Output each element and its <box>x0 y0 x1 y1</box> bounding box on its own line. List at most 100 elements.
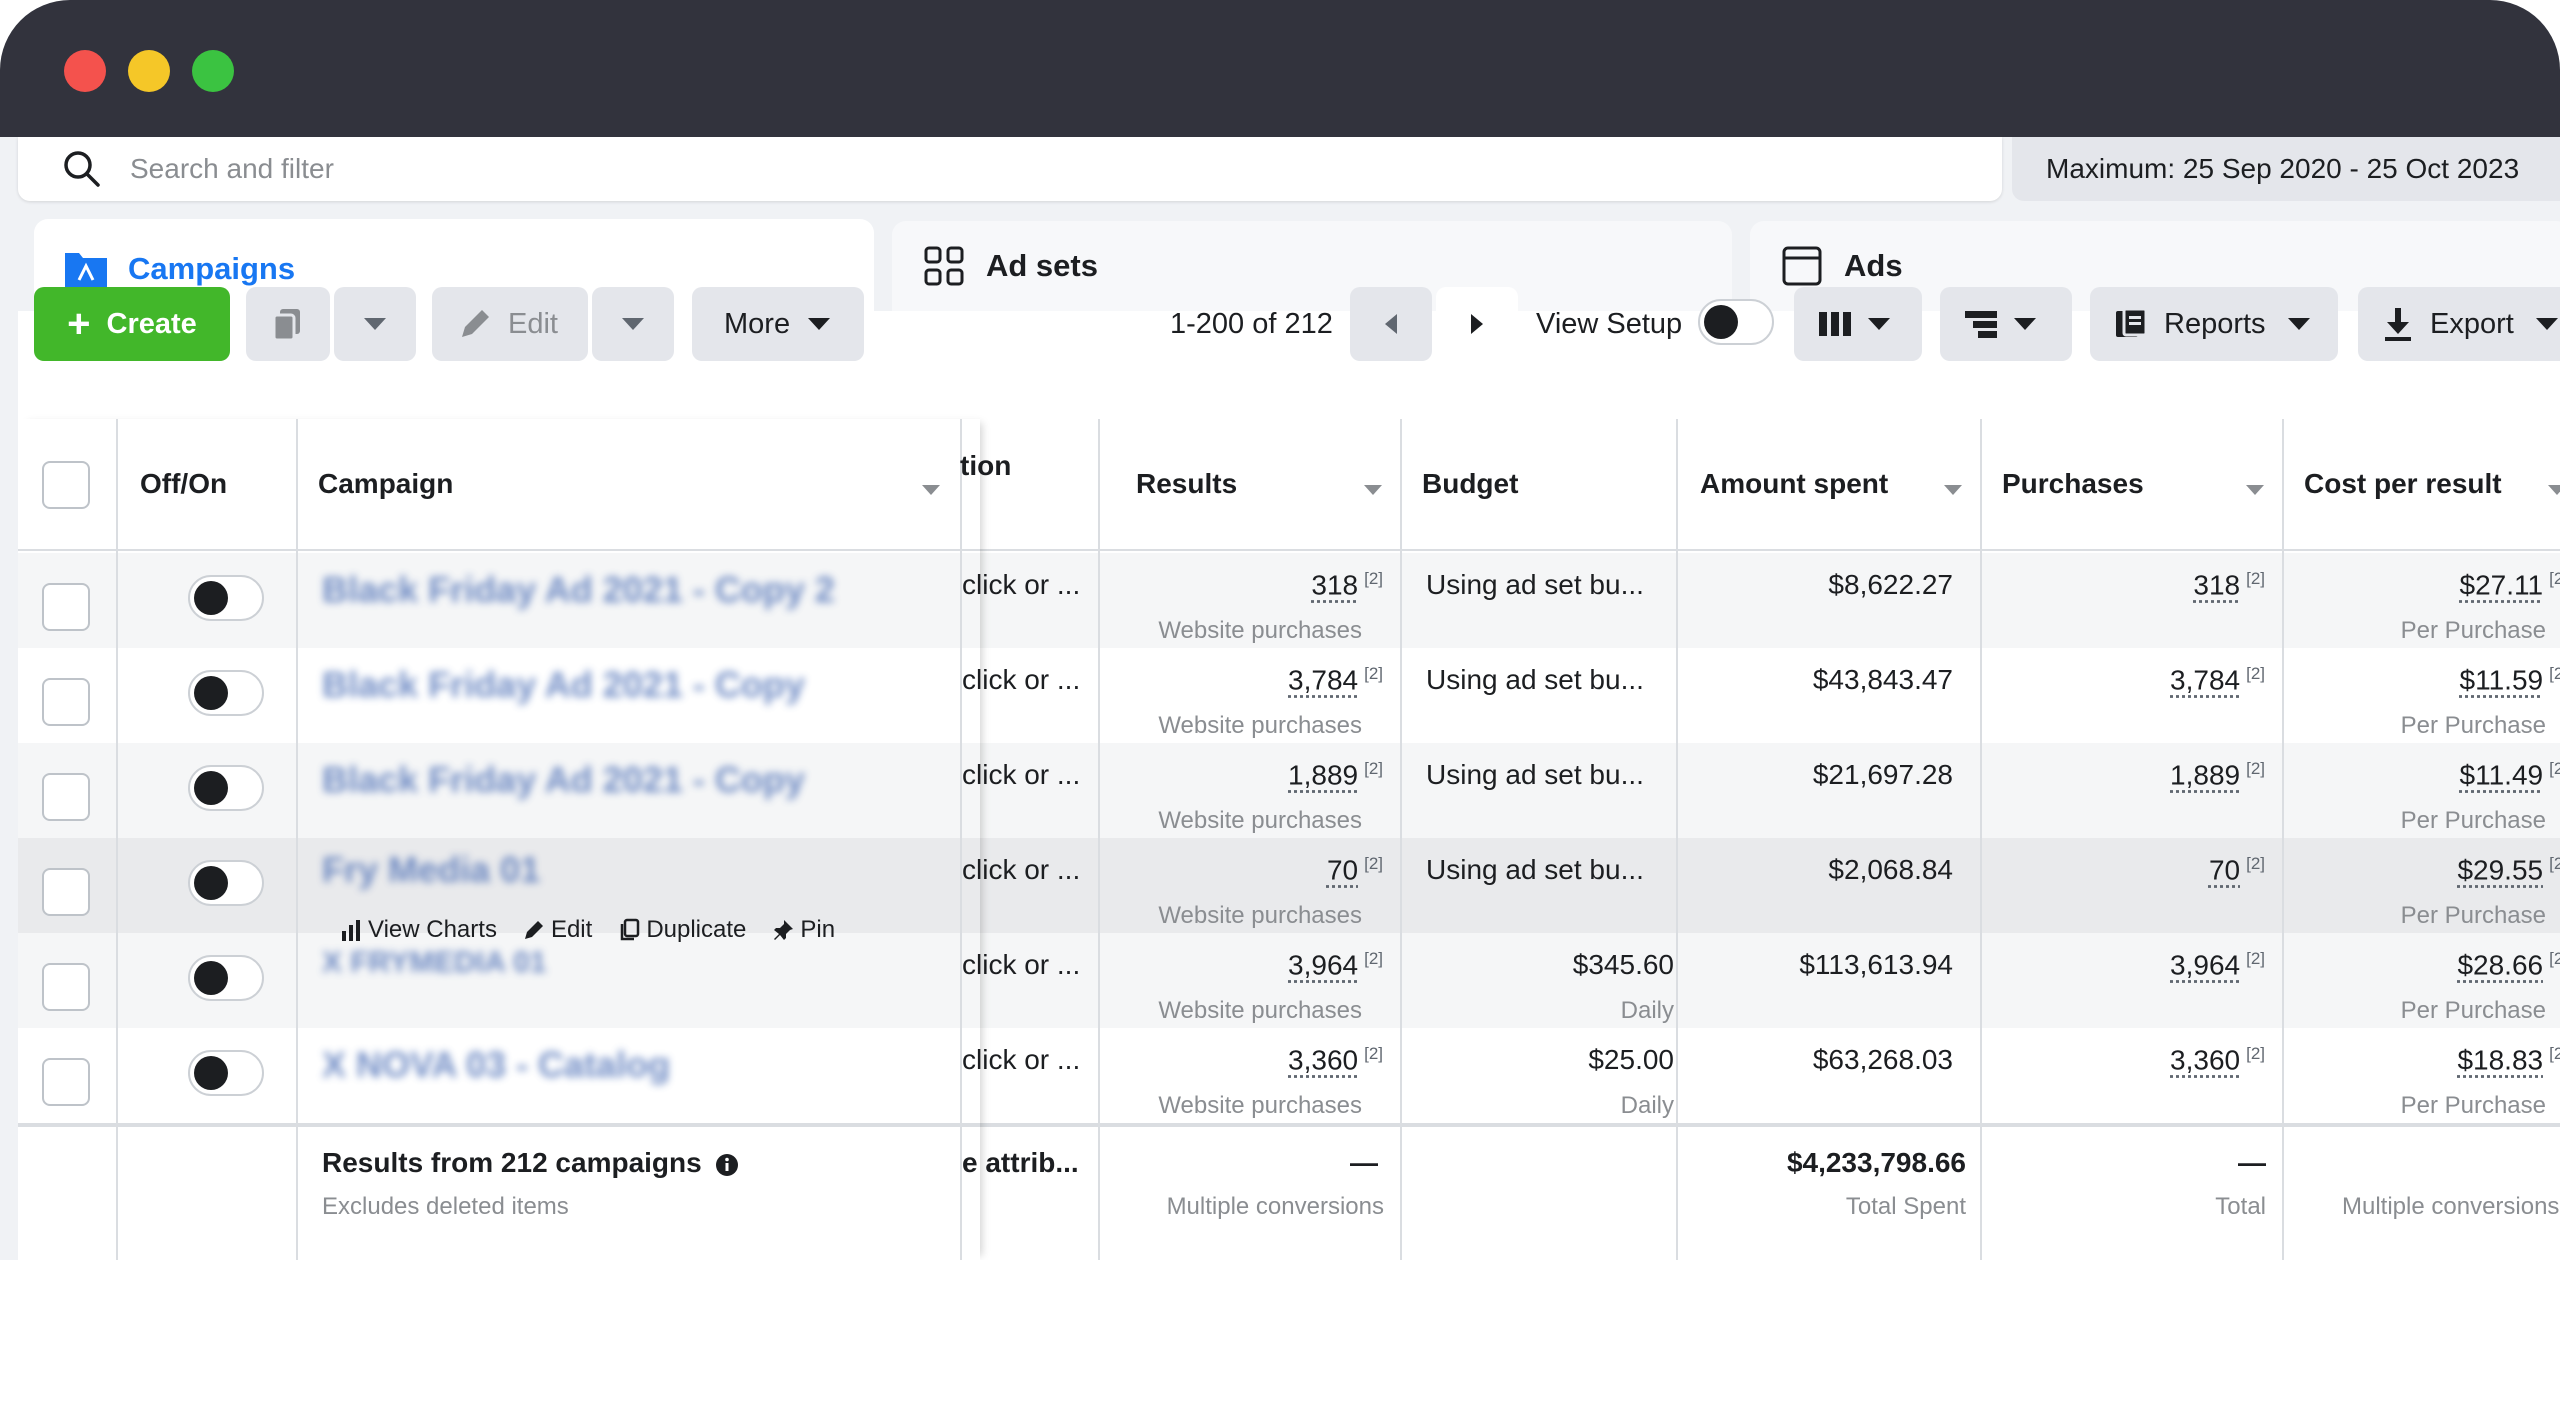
campaign-toggle[interactable] <box>188 765 264 811</box>
campaign-name[interactable]: Black Friday Ad 2021 - Copy <box>322 759 805 800</box>
results-value: 70 [2] <box>1327 854 1383 886</box>
purchases-number[interactable]: 70 <box>2208 854 2241 886</box>
row-checkbox[interactable] <box>42 963 90 1011</box>
purchases-number[interactable]: 3,360 <box>2170 1044 2241 1076</box>
table-row[interactable] <box>18 933 2560 1028</box>
cost-per-result-number[interactable]: $11.49 <box>2459 759 2544 791</box>
search-bar <box>18 137 2002 201</box>
cost-per-result-number[interactable]: $28.66 <box>2457 949 2544 981</box>
purchases-number[interactable]: 318 <box>2193 569 2241 601</box>
campaign-name[interactable]: Black Friday Ad 2021 - Copy <box>322 664 805 705</box>
select-all-checkbox[interactable] <box>42 461 90 509</box>
info-icon[interactable] <box>715 1153 739 1177</box>
duplicate-button[interactable] <box>246 287 330 361</box>
campaign-name[interactable]: Fry Media 01 <box>322 849 541 890</box>
edit-action[interactable]: Edit <box>523 916 592 944</box>
edit-button[interactable]: Edit <box>432 287 588 361</box>
chevron-down-icon <box>808 318 831 330</box>
purchases-number[interactable]: 1,889 <box>2170 759 2241 791</box>
summary-attribution: e attrib... <box>962 1147 1079 1178</box>
breakdown-button[interactable] <box>1940 287 2072 361</box>
campaign-name[interactable]: X NOVA 03 - Catalog <box>322 1044 671 1085</box>
duplicate-action[interactable]: Duplicate <box>618 916 746 944</box>
table-row[interactable] <box>18 743 2560 838</box>
sort-icon[interactable] <box>2548 485 2560 495</box>
create-button[interactable]: + Create <box>34 287 230 361</box>
results-number[interactable]: 70 <box>1326 854 1359 886</box>
campaign-toggle[interactable] <box>188 955 264 1001</box>
cost-per-result-value: $18.83 [2] <box>2457 1044 2560 1076</box>
footnote-marker: [2] <box>1364 664 1383 683</box>
more-button[interactable]: More <box>692 287 864 361</box>
edit-label: Edit <box>508 307 558 340</box>
view-charts-action[interactable]: View Charts <box>340 916 497 944</box>
row-checkbox[interactable] <box>42 678 90 726</box>
maximize-window-button[interactable] <box>192 50 234 92</box>
campaign-name[interactable]: Black Friday Ad 2021 - Copy 2 <box>322 569 835 610</box>
cost-per-result-number[interactable]: $27.11 <box>2459 569 2544 601</box>
footnote-marker: [2] <box>2549 664 2560 683</box>
campaign-toggle[interactable] <box>188 1050 264 1096</box>
campaign-toggle[interactable] <box>188 670 264 716</box>
column-divider <box>1676 419 1678 1260</box>
search-icon <box>64 151 100 187</box>
column-header-results[interactable]: Results <box>1136 468 1238 499</box>
purchases-number[interactable]: 3,784 <box>2170 664 2241 696</box>
next-page-button[interactable] <box>1436 287 1518 361</box>
pencil-icon <box>462 310 489 337</box>
sort-icon[interactable] <box>922 485 940 495</box>
pin-action-label: Pin <box>800 916 836 943</box>
pin-action[interactable]: Pin <box>772 916 835 944</box>
tab-ad-sets[interactable]: Ad sets <box>892 221 1732 311</box>
sort-icon[interactable] <box>1944 485 1962 495</box>
table-row[interactable] <box>18 838 2560 933</box>
column-header-off-on[interactable]: Off/On <box>140 468 228 499</box>
column-header-budget[interactable]: Budget <box>1422 468 1519 499</box>
column-divider <box>2282 419 2284 1260</box>
column-header-attribution[interactable]: tion <box>960 450 1012 481</box>
column-header-purchases[interactable]: Purchases <box>2002 468 2144 499</box>
row-checkbox[interactable] <box>42 583 90 631</box>
export-button[interactable]: Export <box>2358 287 2560 361</box>
column-header-campaign[interactable]: Campaign <box>318 468 454 499</box>
view-charts-label: View Charts <box>368 916 497 943</box>
columns-button[interactable] <box>1794 287 1922 361</box>
cost-per-result-number[interactable]: $18.83 <box>2457 1044 2544 1076</box>
edit-dropdown-button[interactable] <box>592 287 674 361</box>
column-header-cost-per-result[interactable]: Cost per result <box>2304 468 2502 499</box>
footnote-marker: [2] <box>2549 854 2560 873</box>
search-input[interactable] <box>110 143 1932 195</box>
row-checkbox[interactable] <box>42 868 90 916</box>
minimize-window-button[interactable] <box>128 50 170 92</box>
bar-chart-icon <box>342 920 360 941</box>
campaign-toggle[interactable] <box>188 860 264 906</box>
sort-icon[interactable] <box>1364 485 1382 495</box>
cost-per-result-number[interactable]: $29.55 <box>2457 854 2544 886</box>
results-number[interactable]: 3,360 <box>1288 1044 1359 1076</box>
attribution-setting: click or ... <box>962 854 1081 885</box>
campaign-toggle[interactable] <box>188 575 264 621</box>
reports-button[interactable]: Reports <box>2090 287 2338 361</box>
duplicate-dropdown-button[interactable] <box>334 287 416 361</box>
results-number[interactable]: 1,889 <box>1288 759 1359 791</box>
table-row[interactable] <box>18 553 2560 648</box>
ad-icon <box>1778 242 1826 290</box>
row-checkbox[interactable] <box>42 1058 90 1106</box>
amount-spent-value: $113,613.94 <box>1799 949 1953 980</box>
results-number[interactable]: 3,964 <box>1288 949 1359 981</box>
campaign-name[interactable]: X FRYMEDIA 01 <box>322 946 547 979</box>
date-range-picker[interactable]: Maximum: 25 Sep 2020 - 25 Oct 2023 <box>2012 137 2560 201</box>
previous-page-button[interactable] <box>1350 287 1432 361</box>
summary-cost-per-result-type: Multiple conversions <box>2342 1193 2560 1220</box>
results-value: 3,360 [2] <box>1288 1044 1383 1076</box>
results-number[interactable]: 3,784 <box>1288 664 1359 696</box>
purchases-number[interactable]: 3,964 <box>2170 949 2241 981</box>
results-type: Website purchases <box>1158 1092 1362 1119</box>
cost-per-result-number[interactable]: $11.59 <box>2459 664 2544 696</box>
column-header-amount-spent[interactable]: Amount spent <box>1700 468 1889 499</box>
view-setup-toggle[interactable] <box>1698 299 1774 345</box>
results-number[interactable]: 318 <box>1311 569 1359 601</box>
sort-icon[interactable] <box>2246 485 2264 495</box>
close-window-button[interactable] <box>64 50 106 92</box>
row-checkbox[interactable] <box>42 773 90 821</box>
